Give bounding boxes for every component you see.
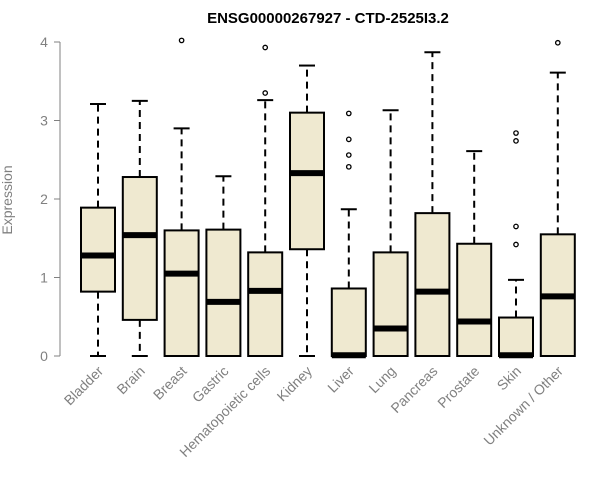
outlier-point [345,152,352,158]
outlier-point [513,223,519,230]
x-tick-label: Lung [365,363,398,396]
y-axis-label: Expression [0,165,15,234]
x-tick-label: Skin [494,363,525,394]
x-tick-label: Kidney [274,363,316,405]
outlier-point [345,136,352,143]
chart-title: ENSG00000267927 - CTD-2525I3.2 [207,10,449,27]
box-rect [205,228,242,358]
box-brain [121,99,158,357]
box-rect [456,242,493,357]
box-rect [330,287,367,357]
box-prostate [456,150,493,357]
x-tick-label: Unknown / Other [480,363,566,449]
y-tick-label: 1 [40,270,48,286]
outlier-point [554,39,561,46]
y-tick-label: 3 [40,113,48,129]
box-kidney [289,64,325,357]
x-tick-label: Prostate [434,363,482,411]
box-hematopoietic-cells [247,44,284,358]
y-tick-label: 0 [40,348,48,364]
box-series [80,37,576,359]
box-pancreas [414,51,451,357]
box-gastric [205,175,242,358]
box-bladder [80,103,116,357]
y-tick-label: 2 [40,191,48,207]
box-rect [289,111,325,251]
box-rect [121,176,158,321]
box-breast [163,37,200,357]
box-liver [330,110,367,359]
outlier-point [513,138,519,144]
outlier-point [513,130,519,136]
box-unknown-other [539,39,576,357]
box-rect [498,316,534,358]
x-tick-label: Brain [113,363,147,397]
x-tick-label: Breast [150,363,190,403]
box-rect [247,251,284,358]
outlier-point [513,241,519,248]
outlier-point [345,163,352,170]
outlier-point [262,90,269,96]
box-rect [372,251,409,358]
box-rect [80,206,116,293]
outlier-point [262,44,269,51]
box-lung [372,109,409,358]
box-rect [163,229,200,357]
x-tick-label: Bladder [61,363,107,409]
x-tick-label: Liver [324,363,357,396]
outlier-point [178,37,185,44]
y-axis: 0 1 2 3 4 [40,34,61,364]
y-tick-label: 4 [40,34,48,50]
outlier-point [345,110,352,117]
box-skin [498,130,534,359]
box-rect [414,212,451,357]
